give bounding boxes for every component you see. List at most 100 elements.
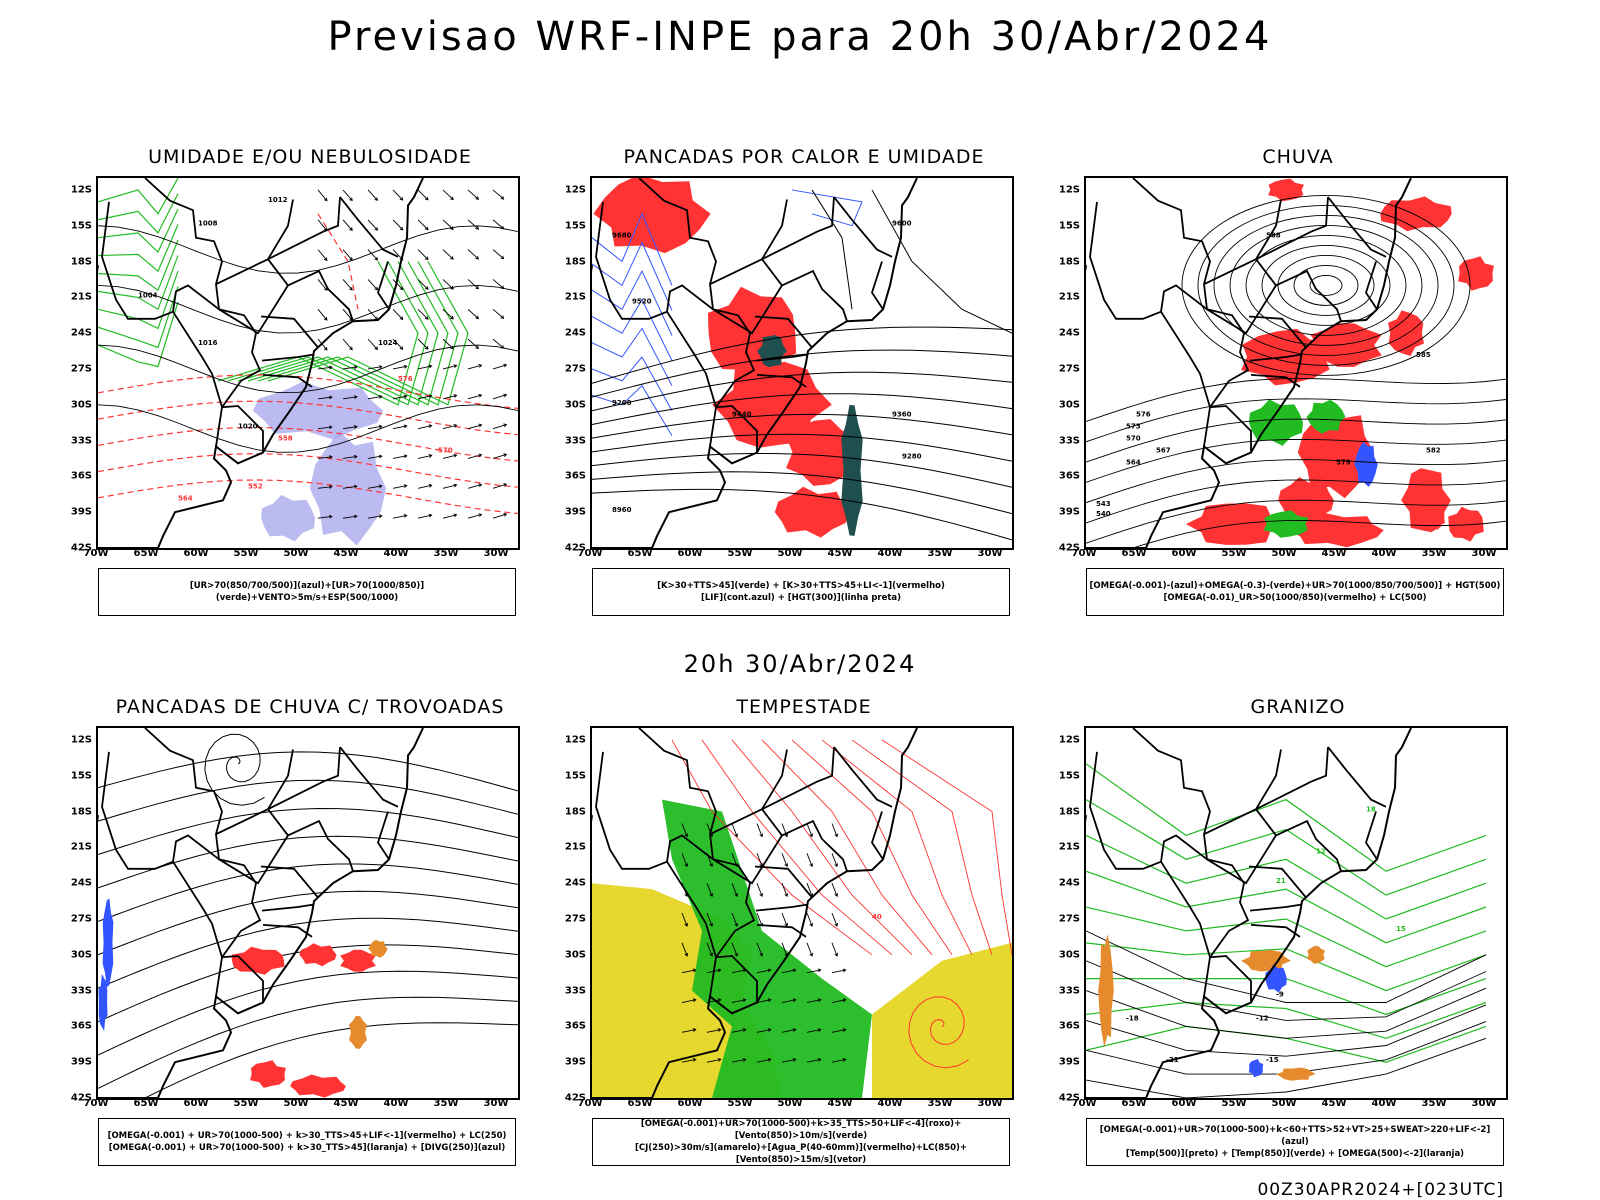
state-border <box>172 284 220 312</box>
lat-tick-label: 21S <box>1058 841 1080 853</box>
panel-umidade: UMIDADE E/OU NEBULOSIDADE 12S 15S 18S 21S 24… <box>56 146 526 621</box>
wind-vector <box>392 515 407 519</box>
lon-tick-label: 55W <box>1221 548 1247 559</box>
wind-vector-head <box>717 1057 722 1062</box>
lat-tick-label: 39S <box>70 1056 92 1068</box>
wind-vector <box>367 249 378 261</box>
wind-vector <box>442 338 454 350</box>
wind-vector <box>781 969 796 974</box>
state-border <box>833 196 893 258</box>
green-rain-area <box>1263 510 1309 538</box>
wind-vector <box>492 483 507 489</box>
wind-vector <box>706 912 713 927</box>
wind-vector <box>831 823 838 837</box>
wind-vector-head <box>453 453 458 458</box>
wind-vector <box>342 219 353 231</box>
lon-axis: 70W 65W 60W 55W 50W 45W 40W 35W 30W <box>1072 548 1508 562</box>
lat-tick-label: 42S <box>564 1092 586 1104</box>
lon-tick-label: 45W <box>333 1098 359 1109</box>
wind-vector <box>467 279 479 290</box>
wind-vector-head <box>475 196 480 200</box>
coastline <box>1086 728 1412 1098</box>
wind-vector <box>417 308 429 320</box>
wind-vector <box>831 853 838 867</box>
lon-tick-label: 60W <box>1171 548 1197 559</box>
wind-vector-head <box>834 893 839 898</box>
wind-vector <box>442 394 457 400</box>
wind-vector-head <box>349 257 353 261</box>
wind-vector <box>831 912 838 927</box>
wind-vector <box>781 942 788 957</box>
temp500-contour <box>1086 960 1487 1021</box>
wind-vector-head <box>817 1057 822 1062</box>
lon-tick-label: 40W <box>877 1098 903 1109</box>
wind-vector <box>467 219 479 230</box>
contour-label: 543 <box>1096 500 1111 508</box>
wind-vector-head <box>428 513 433 518</box>
panel-title: TEMPESTADE <box>736 696 872 718</box>
wind-vector <box>317 456 332 459</box>
lat-tick-label: 36S <box>564 470 586 482</box>
wind-vector <box>756 969 771 974</box>
contour-label: 1008 <box>198 220 218 228</box>
wind-vector-head <box>378 484 383 489</box>
wind-vector <box>831 999 846 1003</box>
lon-tick-label: 50W <box>777 548 803 559</box>
wind-vector-head <box>378 454 383 459</box>
wind-vector-head <box>734 952 739 957</box>
wind-vector-head <box>742 1057 747 1062</box>
state-border <box>1365 811 1378 860</box>
wind-vector <box>317 279 328 291</box>
wind-vector-head <box>378 514 383 519</box>
lat-tick-label: 27S <box>70 913 92 925</box>
wind-vector-head <box>424 316 429 320</box>
wind-vector <box>681 853 688 867</box>
wind-vector-head <box>842 968 847 973</box>
wind-vector-head <box>424 226 429 231</box>
wind-vector-head <box>717 1028 722 1032</box>
wind-vector-head <box>428 424 433 428</box>
lat-tick-label: 24S <box>70 877 92 889</box>
lon-tick-label: 50W <box>1271 548 1297 559</box>
lon-tick-label: 65W <box>627 548 653 559</box>
wind-vector-head <box>424 256 429 261</box>
contour-label: 540 <box>1096 510 1111 518</box>
wind-vector-head <box>328 485 333 489</box>
blue-rain-area <box>1354 442 1378 487</box>
state-border <box>709 199 788 286</box>
height-contour <box>1293 264 1359 306</box>
state-border <box>377 811 390 860</box>
lat-axis: 12S 15S 18S 21S 24S 27S 30S 33S 36S 39S 42S <box>550 176 586 553</box>
state-border <box>1327 746 1387 808</box>
lat-tick-label: 27S <box>70 363 92 375</box>
lon-tick-label: 30W <box>1471 1098 1497 1109</box>
wind-vector-head <box>403 394 408 399</box>
lon-tick-label: 55W <box>233 1098 259 1109</box>
blue-hail-area <box>1248 1059 1264 1078</box>
red-rain-area <box>1310 323 1382 367</box>
water-vapor-contour <box>791 739 953 956</box>
contour-label: 567 <box>1156 447 1171 455</box>
contour-label: 585 <box>1416 351 1431 359</box>
wind-vector <box>467 308 479 319</box>
wind-vector <box>342 366 357 370</box>
wind-vector <box>467 249 479 260</box>
state-border <box>1089 201 1211 408</box>
wind-vector-head <box>349 227 353 231</box>
height-contour <box>592 433 1012 462</box>
lat-tick-label: 33S <box>1058 435 1080 447</box>
wind-vector-head <box>767 1028 772 1032</box>
lat-tick-label: 42S <box>1058 1092 1080 1104</box>
lon-tick-label: 30W <box>977 1098 1003 1109</box>
panel-legend: [OMEGA(-0.001)-(azul)+OMEGA(-0.3)-(verde… <box>1086 568 1504 616</box>
height-contour <box>871 189 1012 334</box>
wind-vector-head <box>767 1057 772 1062</box>
lat-tick-label: 30S <box>70 949 92 961</box>
state-border <box>871 261 884 310</box>
state-border <box>761 747 835 811</box>
lat-tick-label: 15S <box>1058 770 1080 782</box>
panel-title: GRANIZO <box>1250 696 1346 718</box>
lon-tick-label: 40W <box>1371 1098 1397 1109</box>
wind-vector-head <box>450 315 454 320</box>
temp850-contour <box>1086 799 1487 896</box>
